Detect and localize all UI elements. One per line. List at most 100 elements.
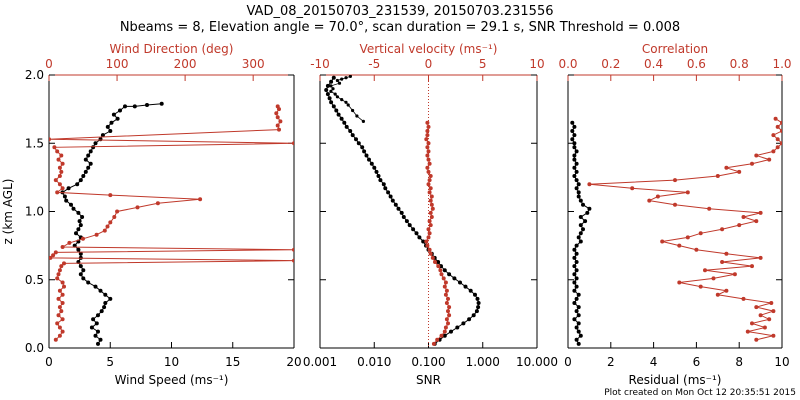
data-point [98, 337, 103, 342]
data-point [78, 223, 83, 228]
data-point [78, 178, 83, 183]
data-point [421, 239, 426, 244]
data-point [429, 194, 434, 199]
data-point [427, 190, 432, 195]
data-point [750, 321, 754, 326]
x-tick-label-top: 1.0 [772, 57, 791, 71]
x-tick-label-top: 0.4 [644, 57, 663, 71]
data-point [724, 251, 729, 256]
y-tick-label: 1.5 [25, 136, 44, 150]
data-point [337, 81, 342, 85]
x-axis-title-top: Correlation [642, 42, 708, 56]
data-point [572, 165, 577, 170]
data-point [441, 276, 446, 281]
data-point [758, 313, 763, 318]
data-point [471, 313, 476, 318]
data-point [81, 268, 86, 273]
data-point [773, 116, 778, 121]
title-line-2: Nbeams = 8, Elevation angle = 70.0°, sca… [120, 20, 680, 35]
data-point [468, 288, 473, 293]
data-point [390, 198, 395, 203]
data-point [67, 240, 72, 245]
series-1 [587, 116, 782, 342]
data-point [93, 284, 98, 289]
data-point [75, 182, 80, 187]
data-point [446, 296, 450, 301]
x-tick-label-top: 0 [425, 57, 433, 71]
data-point [115, 209, 120, 214]
data-point [96, 329, 100, 334]
data-point [424, 137, 429, 142]
data-point [771, 133, 776, 138]
data-point [103, 292, 108, 297]
data-point [463, 284, 468, 289]
x-tick-label-bottom: 0.010 [357, 355, 391, 369]
data-point [62, 284, 66, 289]
data-point [576, 182, 581, 187]
data-point [91, 317, 96, 322]
data-point [56, 157, 61, 162]
y-tick-label: 1.0 [25, 205, 44, 219]
data-point [94, 321, 99, 326]
x-tick-label-top: 5 [479, 57, 487, 71]
data-point [425, 133, 430, 138]
data-point [572, 141, 577, 146]
data-point [574, 243, 579, 248]
data-point [771, 333, 776, 338]
data-point [155, 201, 160, 206]
data-point [386, 190, 391, 195]
data-point [461, 321, 466, 326]
data-point [660, 239, 665, 244]
data-point [354, 137, 358, 142]
data-point [685, 235, 690, 240]
data-point [581, 227, 585, 232]
data-point [476, 301, 481, 305]
x-tick-label-top: 200 [174, 57, 197, 71]
data-point [376, 174, 381, 178]
data-point [426, 227, 431, 232]
data-point [364, 153, 369, 158]
data-point [429, 215, 434, 219]
data-point [99, 309, 104, 314]
data-point [467, 317, 472, 322]
data-point [292, 141, 294, 146]
x-tick-label-bottom: 10.000 [516, 355, 558, 369]
data-point [430, 206, 435, 211]
data-point [767, 317, 772, 322]
data-point [59, 153, 64, 158]
data-point [428, 210, 433, 215]
data-point [578, 215, 583, 219]
data-point [677, 280, 682, 285]
data-point [329, 79, 334, 84]
data-point [86, 280, 91, 285]
y-axis-title: z (km AGL) [1, 179, 15, 245]
data-point [438, 268, 443, 273]
data-point [55, 276, 60, 281]
data-point [329, 84, 333, 88]
data-point [60, 317, 65, 322]
data-point [351, 108, 355, 113]
data-point [388, 194, 393, 199]
data-point [378, 178, 383, 183]
data-point [393, 202, 398, 207]
data-point [426, 141, 431, 146]
data-point [574, 284, 579, 289]
series-0 [60, 101, 164, 346]
series-line [325, 77, 480, 345]
data-point [72, 243, 77, 248]
x-tick-label-bottom: 20 [286, 355, 301, 369]
x-tick-label-bottom: 15 [225, 355, 240, 369]
data-point [278, 119, 283, 124]
data-point [754, 305, 759, 310]
data-point [49, 255, 53, 260]
data-point [81, 276, 86, 281]
data-point [711, 276, 716, 281]
data-point [145, 103, 149, 107]
data-point [425, 243, 430, 248]
data-point [576, 305, 581, 310]
data-point [91, 145, 96, 150]
data-point [56, 296, 61, 301]
x-tick-label-bottom: 2 [607, 355, 615, 369]
data-point [446, 309, 450, 314]
data-point [340, 98, 344, 102]
